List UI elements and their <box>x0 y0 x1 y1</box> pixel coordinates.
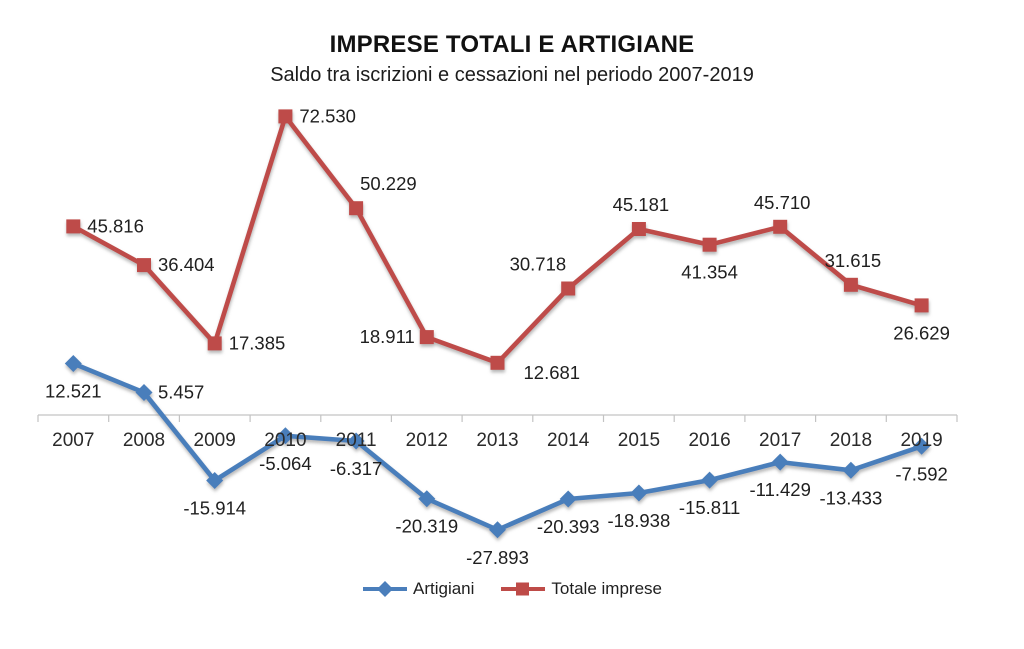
data-point-marker <box>773 219 788 234</box>
data-label: -5.064 <box>259 453 311 474</box>
data-point-marker <box>419 330 434 345</box>
chart-subtitle: Saldo tra iscrizioni e cessazioni nel pe… <box>270 64 754 86</box>
x-axis-label: 2013 <box>476 430 518 451</box>
x-axis-label: 2019 <box>900 430 942 451</box>
x-axis-labels: 2007 2008 2009 2010 2011 2012 2013 2014 2015 2016… <box>52 430 943 451</box>
data-point-marker <box>207 336 222 351</box>
data-point-marker <box>561 281 576 296</box>
data-label: 30.718 <box>510 254 567 275</box>
data-label: -6.317 <box>330 458 382 479</box>
data-label: -15.811 <box>679 497 740 518</box>
data-labels-artigiani: 12.521 5.457 -15.914 -5.064 -6.317 -20.319 -27… <box>45 381 948 568</box>
data-point-marker <box>630 484 648 502</box>
data-point-marker <box>276 427 294 445</box>
data-point-marker <box>843 277 858 292</box>
data-point-marker <box>702 237 717 252</box>
data-label: 26.629 <box>893 322 950 343</box>
x-axis-label: 2016 <box>688 430 730 451</box>
data-point-marker <box>418 490 436 508</box>
legend-marker <box>516 582 530 596</box>
data-label: 18.911 <box>360 326 415 347</box>
data-point-marker <box>278 109 293 124</box>
data-label: -15.914 <box>183 498 246 519</box>
data-label: -7.592 <box>895 463 947 484</box>
data-label: -20.393 <box>537 516 600 537</box>
x-axis-label: 2012 <box>406 430 448 451</box>
data-point-marker <box>64 355 82 372</box>
data-label: 72.530 <box>299 105 356 126</box>
data-point-marker <box>913 437 931 455</box>
data-label: -11.429 <box>750 479 811 500</box>
data-label: 45.816 <box>87 215 144 236</box>
legend-item-totale-imprese: Totale imprese <box>500 579 662 599</box>
data-point-marker <box>137 258 151 273</box>
x-axis-label: 2018 <box>830 430 872 451</box>
data-label: 12.521 <box>45 381 102 402</box>
data-point-marker <box>701 471 719 489</box>
data-point-marker <box>135 384 153 401</box>
legend-item-artigiani: Artigiani <box>362 579 474 599</box>
x-axis-label: 2009 <box>194 430 236 451</box>
x-axis-label: 2017 <box>759 430 801 451</box>
data-labels-totale-imprese: 45.816 36.404 17.385 72.530 50.229 18.911 12.6… <box>87 105 950 382</box>
totale-imprese-line-square-icon <box>501 582 546 596</box>
data-point-marker <box>66 219 81 234</box>
chart-title: IMPRESE TOTALI E ARTIGIANE <box>329 31 695 58</box>
x-axis-label: 2008 <box>123 430 165 451</box>
data-label: 36.404 <box>158 254 215 275</box>
data-label: 31.615 <box>825 250 882 271</box>
x-axis-label: 2011 <box>336 430 377 451</box>
data-point-marker <box>347 432 365 450</box>
data-point-marker <box>771 453 789 471</box>
series-line-totale-imprese <box>71 114 924 366</box>
data-point-marker <box>559 490 577 508</box>
legend-label-totale-imprese: Totale imprese <box>551 579 662 598</box>
data-label: -13.433 <box>820 487 883 508</box>
x-axis <box>37 414 958 422</box>
legend-label-artigiani: Artigiani <box>413 579 475 598</box>
x-axis-label: 2014 <box>547 430 590 451</box>
data-label: 50.229 <box>360 173 417 194</box>
legend: Artigiani Totale imprese <box>0 579 1024 599</box>
x-axis-label: 2015 <box>618 430 660 451</box>
data-point-marker <box>490 355 505 370</box>
artigiani-line-diamond-icon <box>363 581 407 597</box>
data-label: 5.457 <box>158 382 204 403</box>
series-artigiani <box>64 355 931 539</box>
data-point-marker <box>349 201 364 216</box>
data-point-marker <box>914 298 929 313</box>
data-label: 17.385 <box>229 332 286 353</box>
data-label: 12.681 <box>524 362 581 383</box>
data-point-marker <box>206 472 224 489</box>
data-point-marker <box>631 222 646 236</box>
x-axis-label: 2010 <box>264 430 306 451</box>
x-axis-label: 2007 <box>52 430 94 451</box>
legend-marker <box>377 581 393 597</box>
series-totale-imprese <box>66 109 929 370</box>
data-label: -18.938 <box>608 510 671 531</box>
data-label: -27.893 <box>466 547 529 568</box>
data-point-marker <box>842 461 860 479</box>
data-label: 45.710 <box>754 192 811 213</box>
data-label: -20.319 <box>395 516 458 537</box>
data-label: 41.354 <box>681 262 738 283</box>
data-label: 45.181 <box>613 194 670 215</box>
data-point-marker <box>489 521 506 539</box>
